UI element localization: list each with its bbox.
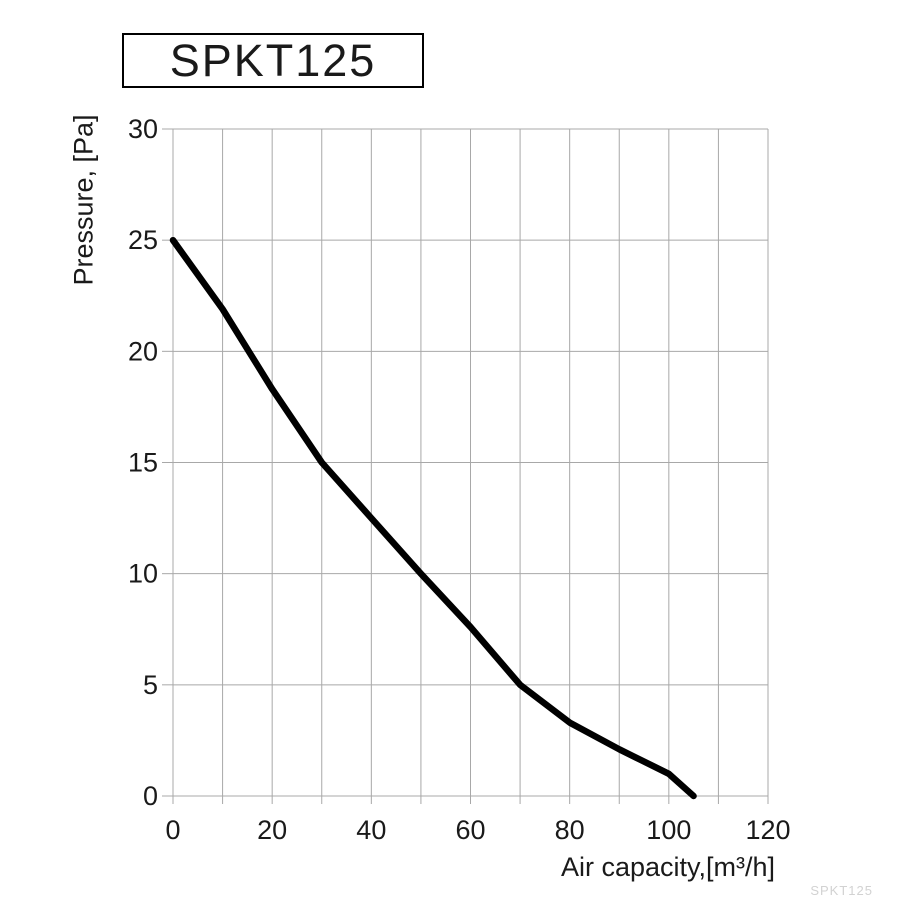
x-tick-label: 60 <box>455 815 485 845</box>
y-tick-label: 5 <box>143 670 158 700</box>
x-tick-label: 40 <box>356 815 386 845</box>
y-tick-label: 0 <box>143 781 158 811</box>
title-box: SPKT125 <box>122 33 424 88</box>
chart-title: SPKT125 <box>169 35 377 86</box>
y-tick-label: 30 <box>128 114 158 144</box>
x-tick-label: 100 <box>646 815 691 845</box>
x-tick-label: 20 <box>257 815 287 845</box>
x-axis-title: Air capacity,[m³/h] <box>560 852 775 882</box>
y-tick-label: 15 <box>128 448 158 478</box>
x-tick-label: 0 <box>165 815 180 845</box>
watermark-text: SPKT125 <box>810 883 873 898</box>
fan-performance-curve <box>169 236 697 800</box>
y-tick-label: 20 <box>128 336 158 366</box>
y-tick-label: 25 <box>128 225 158 255</box>
x-tick-label: 80 <box>555 815 585 845</box>
y-tick-label: 10 <box>128 559 158 589</box>
x-tick-label: 120 <box>745 815 790 845</box>
